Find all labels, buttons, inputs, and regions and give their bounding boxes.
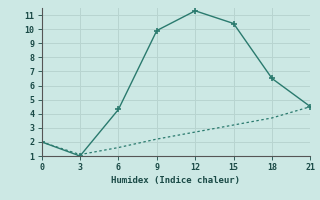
X-axis label: Humidex (Indice chaleur): Humidex (Indice chaleur) [111, 176, 241, 185]
